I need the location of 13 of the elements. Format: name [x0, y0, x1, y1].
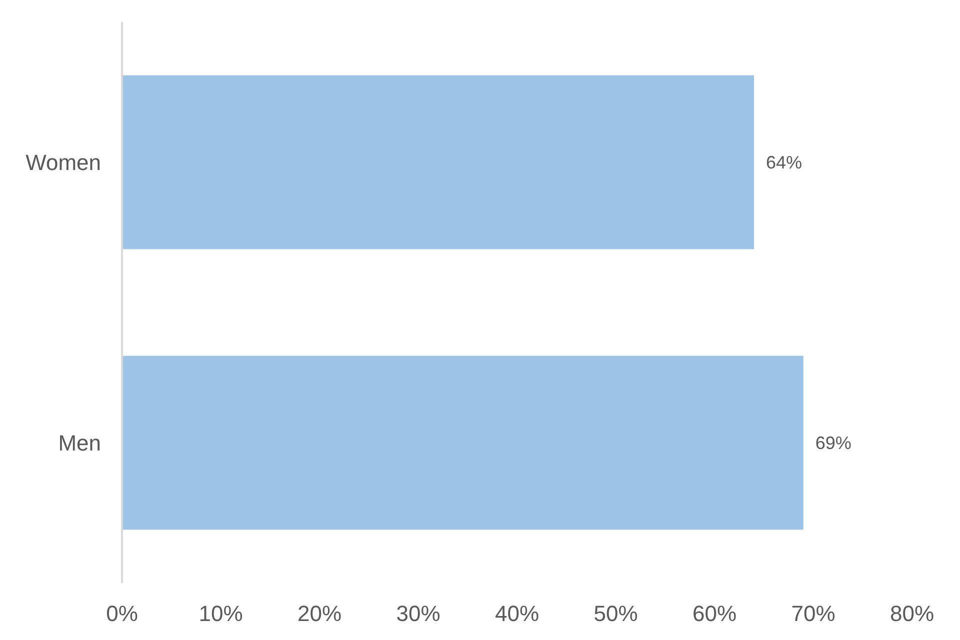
x-tick-label: 60% [692, 601, 737, 626]
x-tick-label: 20% [297, 601, 342, 626]
y-tick-label: Women [26, 150, 101, 175]
x-tick-label: 30% [396, 601, 440, 626]
x-tick-label: 40% [494, 601, 540, 626]
data-label: 69% [815, 433, 852, 454]
data-label: 64% [766, 152, 802, 173]
x-tick-label: 10% [198, 601, 243, 626]
x-tick-label: 80% [890, 601, 934, 626]
x-tick-label: 0% [106, 601, 138, 626]
x-tick-label: 50% [594, 601, 638, 626]
y-tick-label: Men [58, 430, 101, 456]
x-tick-label: 70% [791, 601, 836, 626]
